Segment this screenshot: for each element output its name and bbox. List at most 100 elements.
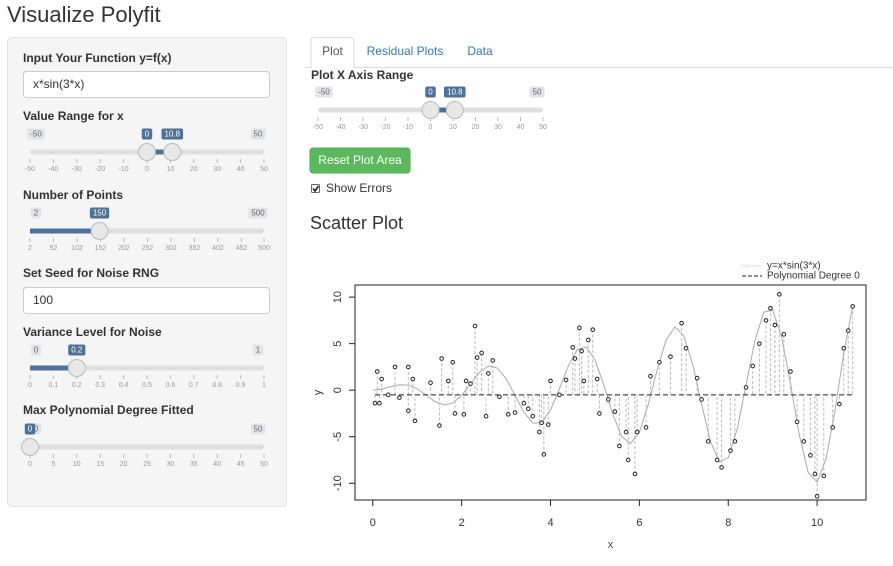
slider-handle[interactable] xyxy=(421,101,440,119)
tab-data[interactable]: Data xyxy=(467,44,493,58)
slider-badge: 0 xyxy=(24,423,36,435)
point xyxy=(617,443,622,449)
y-tick-label: 5 xyxy=(332,341,344,347)
point xyxy=(850,304,855,309)
point xyxy=(648,373,653,379)
tab-residual[interactable]: Residual Plots xyxy=(367,44,444,58)
point xyxy=(821,473,827,479)
slider-tick-label: 0.4 xyxy=(119,382,129,389)
seed-input[interactable] xyxy=(23,287,270,314)
point xyxy=(548,378,553,384)
slider-tick-label: 1 xyxy=(262,382,266,389)
slider-handle[interactable] xyxy=(21,438,39,456)
x-axis-label: x xyxy=(608,539,614,551)
y-tick-label: -10 xyxy=(332,475,344,491)
point xyxy=(841,345,847,351)
function-label: Input Your Function y=f(x) xyxy=(23,51,172,65)
show-errors-label: Show Errors xyxy=(326,181,392,195)
slider-tick-label: -50 xyxy=(313,124,323,131)
slider-tick-label: 45 xyxy=(237,461,245,468)
point xyxy=(437,423,442,428)
badge-text: 2 xyxy=(34,209,39,218)
slider-bar xyxy=(30,365,77,371)
slider-tick-label: 0.3 xyxy=(95,382,105,389)
x-tick-label: 10 xyxy=(811,517,823,529)
slider-handle[interactable] xyxy=(90,222,109,240)
point xyxy=(743,385,749,390)
slider-tick-label: -20 xyxy=(380,124,390,131)
point xyxy=(777,292,782,297)
point xyxy=(386,392,391,398)
slider-tick-label: 40 xyxy=(213,461,221,468)
slider-tick-label: 0 xyxy=(429,124,433,131)
point xyxy=(590,327,596,332)
badge-text: 0 xyxy=(145,130,150,139)
point xyxy=(446,378,451,384)
point xyxy=(634,429,640,435)
badge-bg xyxy=(30,344,42,356)
slider-handle[interactable] xyxy=(445,101,464,119)
point xyxy=(830,425,835,430)
badge-text: 0.2 xyxy=(71,346,83,355)
point xyxy=(694,375,700,381)
slider-tick-label: 35 xyxy=(190,461,198,468)
slider-badge: 0 xyxy=(141,128,153,140)
point xyxy=(768,305,773,311)
active-tab[interactable] xyxy=(310,37,355,68)
y-axis-label: y xyxy=(312,389,324,395)
slider-tick-label: -30 xyxy=(358,124,368,131)
slider-tick-label: 30 xyxy=(494,124,502,131)
slider-handle[interactable] xyxy=(67,359,86,377)
function-curve xyxy=(372,306,854,484)
tab-plot[interactable]: Plot xyxy=(322,44,343,58)
slider-tick-label: 0.1 xyxy=(49,382,59,389)
slider-tick-label: 0.6 xyxy=(166,382,176,389)
point xyxy=(808,453,813,458)
badge-bg xyxy=(161,128,184,140)
point xyxy=(406,408,411,413)
slider-tick-label: 30 xyxy=(213,166,221,173)
sidebar-panel xyxy=(7,37,287,507)
point xyxy=(699,397,704,402)
slider-tick-label: 40 xyxy=(237,166,245,173)
slider-tick-label: 0.8 xyxy=(212,382,222,389)
badge-text: 50 xyxy=(533,88,542,97)
y-tick-label: 10 xyxy=(332,291,344,303)
function-input[interactable] xyxy=(23,71,270,98)
point xyxy=(623,429,629,435)
slider-bar xyxy=(30,228,100,234)
slider-tick-label: -40 xyxy=(335,124,345,131)
reset-button[interactable] xyxy=(309,147,411,174)
slider-handle[interactable] xyxy=(138,143,156,161)
point xyxy=(450,359,456,365)
point xyxy=(750,363,755,369)
point xyxy=(597,411,602,416)
point xyxy=(788,369,793,374)
point xyxy=(474,355,480,360)
point xyxy=(719,465,724,470)
point xyxy=(406,364,411,370)
x-tick-label: 2 xyxy=(459,517,465,529)
slider-badge: 1 xyxy=(252,344,264,356)
point xyxy=(428,380,433,386)
badge-text: 500 xyxy=(251,209,265,218)
point xyxy=(679,320,684,326)
slider-tick-label: 10 xyxy=(449,124,457,131)
point xyxy=(483,413,489,419)
badge-bg xyxy=(250,128,266,140)
reset-button-text: Reset Plot Area xyxy=(318,153,402,167)
slider-badge: 500 xyxy=(248,207,268,219)
badge-text: 0 xyxy=(34,346,39,355)
slider-tick-label: 50 xyxy=(539,124,547,131)
slider-badge: 0 xyxy=(30,344,42,356)
slider-tick-label: 40 xyxy=(517,124,525,131)
point xyxy=(539,420,544,426)
badge-text: -50 xyxy=(30,130,42,139)
slider-handle[interactable] xyxy=(163,143,182,161)
point xyxy=(468,381,473,386)
slider-badge: 150 xyxy=(89,207,110,219)
slider-tick-label: 0.2 xyxy=(72,382,82,389)
point xyxy=(577,325,582,331)
point xyxy=(657,359,662,365)
